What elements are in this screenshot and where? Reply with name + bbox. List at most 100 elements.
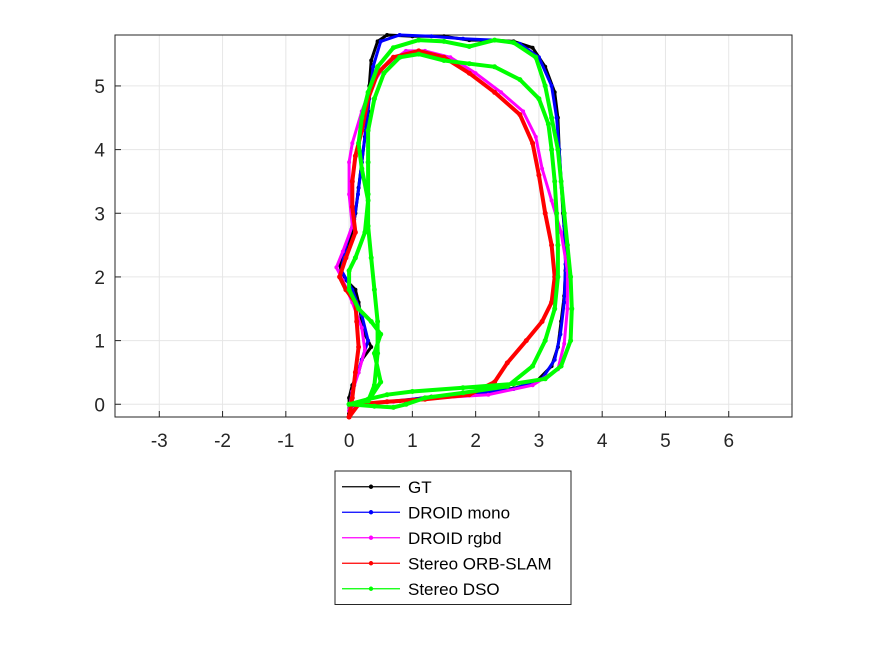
series-point: [368, 319, 374, 324]
series-point: [369, 58, 374, 63]
series-point: [549, 198, 554, 203]
series-point: [530, 383, 535, 388]
plot-area: [115, 35, 792, 417]
series-point: [397, 54, 403, 60]
series-point: [359, 325, 364, 330]
series-point: [562, 300, 567, 305]
series-point: [352, 229, 358, 235]
series-point: [460, 390, 466, 396]
series-point: [530, 140, 536, 146]
series-point: [390, 404, 396, 410]
series-point: [347, 160, 352, 165]
series-point: [371, 96, 377, 102]
x-tick-label: 0: [344, 431, 355, 452]
x-tick-label: 5: [660, 431, 671, 452]
series-stereo-orb-slam: [337, 48, 558, 420]
series-point: [375, 319, 381, 324]
series-point: [403, 401, 409, 407]
series-point: [504, 360, 510, 366]
series-point: [466, 70, 472, 76]
series-point: [568, 338, 574, 344]
series-lines: [334, 33, 575, 420]
legend-swatch-marker: [368, 484, 374, 489]
legend-entry: Stereo ORB-SLAM: [342, 554, 552, 573]
series-point: [492, 37, 498, 43]
series-point: [362, 348, 367, 353]
series-point: [368, 255, 374, 261]
legend-label: GT: [408, 478, 432, 497]
series-point: [397, 33, 402, 37]
series-point: [549, 242, 555, 248]
y-tick-label: 3: [94, 204, 105, 225]
series-point: [375, 64, 381, 70]
grid-lines: [115, 35, 792, 417]
x-tick-label: -2: [214, 431, 231, 452]
series-point: [349, 178, 355, 184]
series-point: [337, 274, 343, 280]
y-tick-label: 1: [94, 332, 105, 353]
series-point: [561, 210, 567, 216]
series-point: [441, 38, 447, 44]
series-point: [346, 414, 352, 420]
series-point: [511, 40, 517, 46]
series-point: [559, 230, 564, 235]
series-point: [356, 306, 362, 312]
series-point: [552, 178, 558, 184]
y-axis-ticks: 0 1 2 3 4 5: [94, 77, 121, 416]
series-point: [371, 64, 376, 69]
series-point: [492, 64, 498, 70]
series-point: [565, 306, 570, 311]
series-point: [356, 140, 362, 146]
series-point: [517, 77, 523, 83]
series-point: [390, 54, 396, 60]
series-point: [349, 395, 355, 401]
x-tick-label: -3: [151, 431, 168, 452]
series-point: [365, 223, 371, 229]
series-point: [549, 83, 554, 88]
series-point: [539, 319, 545, 324]
series-point: [536, 96, 542, 102]
series-point: [352, 369, 358, 375]
series-point: [504, 383, 510, 389]
series-point: [542, 210, 548, 216]
series-point: [371, 287, 377, 293]
series-point: [542, 83, 548, 89]
series-point: [441, 58, 447, 63]
series-point: [499, 90, 503, 95]
series-point: [378, 39, 383, 44]
series-point: [552, 306, 558, 312]
series-point: [517, 112, 523, 118]
series-point: [558, 363, 564, 369]
series-point: [346, 268, 352, 274]
series-point: [564, 242, 570, 248]
x-axis-ticks: -3 -2 -1 0 1 2 3 4 5 6: [151, 411, 734, 452]
series-point: [511, 381, 517, 387]
series-point: [369, 345, 374, 349]
legend-swatch-marker: [368, 586, 374, 591]
series-point: [340, 249, 345, 254]
plot-frame: [114, 34, 793, 418]
series-point: [334, 265, 339, 270]
series-point: [460, 385, 466, 391]
legend: GT DROID mono DROID rgbd Stereo ORB-SLAM Ste…: [334, 470, 572, 605]
series-point: [375, 39, 380, 44]
series-point: [365, 198, 371, 203]
x-tick-label: 4: [597, 431, 608, 452]
y-tick-label: 4: [94, 141, 105, 162]
series-point: [523, 338, 529, 344]
series-point: [366, 338, 371, 343]
series-point: [390, 45, 396, 51]
series-point: [381, 70, 387, 76]
series-point: [555, 242, 561, 248]
series-point: [542, 376, 548, 382]
series-point: [540, 166, 545, 171]
series-point: [569, 306, 575, 312]
series-point: [530, 45, 535, 50]
series-point: [562, 341, 567, 346]
series-point: [352, 255, 358, 261]
series-point: [416, 37, 422, 43]
series-point: [353, 287, 358, 292]
series-point: [466, 61, 472, 67]
series-point: [422, 395, 428, 401]
series-point: [349, 204, 355, 210]
